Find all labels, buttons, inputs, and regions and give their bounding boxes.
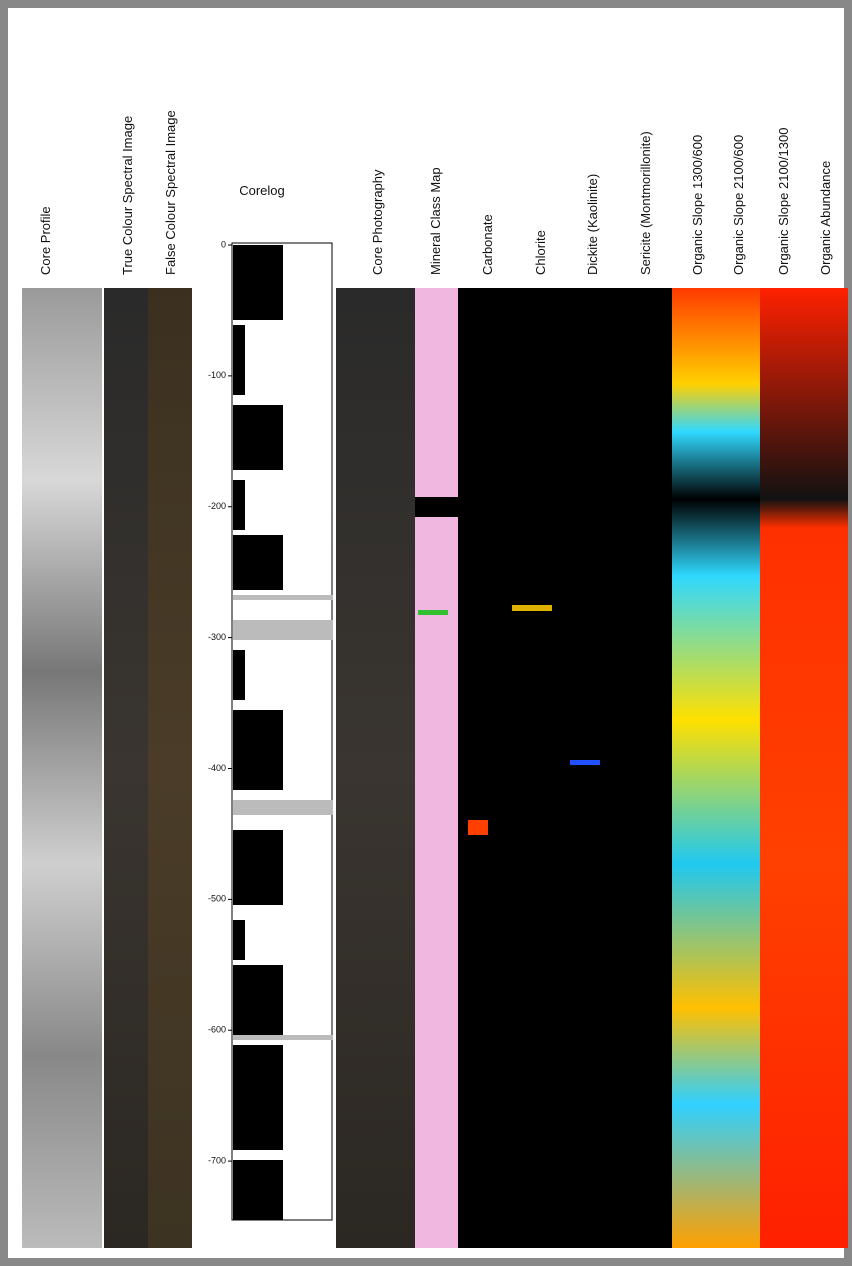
corelog-block [233, 245, 283, 320]
false-colour-strip [148, 288, 192, 1248]
true-colour-strip [104, 288, 148, 1248]
corelog-block [233, 1160, 283, 1220]
mineral-strips [458, 288, 672, 1248]
corelog-block [233, 710, 283, 790]
corelog-block [233, 920, 245, 960]
y-tick-label: -300 [208, 632, 226, 642]
figure: Core Profile True Colour Spectral Image … [0, 0, 852, 1266]
corelog-block [233, 800, 333, 815]
header: True Colour Spectral Image [120, 116, 135, 275]
core-profile-strip [22, 288, 102, 1248]
corelog: 0 -100 -200 -300 -400 -500 -600 -700 [208, 239, 333, 1220]
corelog-block [233, 965, 283, 1035]
y-tick-label: -200 [208, 501, 226, 511]
corelog-block [233, 830, 283, 905]
header: Core Photography [370, 169, 385, 275]
header: Organic Slope 1300/600 [690, 135, 705, 275]
header: Mineral Class Map [428, 167, 443, 275]
carbonate-spot [468, 820, 488, 835]
organic-slope-strip [760, 288, 805, 1248]
corelog-block [233, 595, 333, 600]
mineral-gap [415, 497, 458, 517]
header: Dickite (Kaolinite) [585, 174, 600, 275]
mineral-map-strip [415, 288, 458, 1248]
strips [22, 288, 848, 1248]
mineral-spot [418, 610, 448, 615]
corelog-block [233, 620, 333, 640]
y-tick-label: -600 [208, 1025, 226, 1035]
headers: Core Profile True Colour Spectral Image … [38, 110, 833, 275]
corelog-block [233, 650, 245, 700]
organic-slope-strip [718, 288, 760, 1248]
y-tick-label: -500 [208, 894, 226, 904]
header: Organic Abundance [818, 161, 833, 275]
y-tick-label: -100 [208, 370, 226, 380]
header: Chlorite [533, 230, 548, 275]
header: Core Profile [38, 206, 53, 275]
y-tick-label: 0 [221, 239, 226, 249]
organic-slope-strip [672, 288, 718, 1248]
header: Corelog [239, 183, 285, 198]
organic-abundance-strip [805, 288, 848, 1248]
dickite-spot [570, 760, 600, 765]
corelog-block [233, 1045, 283, 1150]
header: False Colour Spectral Image [163, 110, 178, 275]
header: Carbonate [480, 214, 495, 275]
chlorite-spot [512, 605, 552, 611]
corelog-block [233, 480, 245, 530]
corelog-block [233, 535, 283, 590]
y-tick-label: -400 [208, 763, 226, 773]
corelog-block [233, 325, 245, 395]
header: Sericite (Montmorillonite) [638, 131, 653, 275]
corelog-block [233, 1035, 333, 1040]
corelog-block [233, 405, 283, 470]
header: Organic Slope 2100/1300 [776, 128, 791, 275]
core-photo-strip [336, 288, 415, 1248]
header: Organic Slope 2100/600 [731, 135, 746, 275]
y-tick-label: -700 [208, 1155, 226, 1165]
